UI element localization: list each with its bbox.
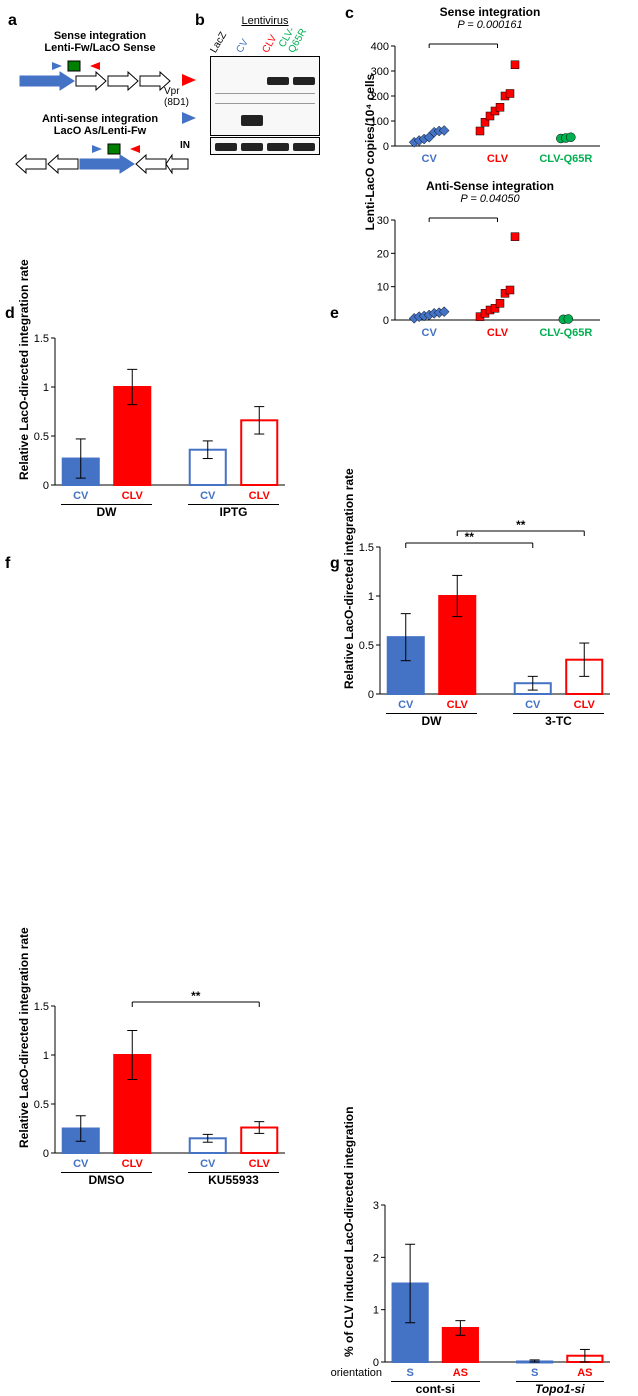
yaxis-label: Relative LacO-directed integration rate (342, 468, 356, 689)
bar-svg: 0 0.5 1 1.5 ** (5, 978, 295, 1158)
group-label: DW (380, 714, 483, 728)
bar-label: CLV (107, 1158, 159, 1170)
panel-e-label: e (330, 305, 339, 323)
group-label: 3-TC (507, 714, 610, 728)
svg-text:0: 0 (383, 315, 389, 327)
svg-text:0.5: 0.5 (34, 431, 49, 443)
svg-text:30: 30 (377, 215, 389, 227)
group-label: DW (55, 505, 158, 519)
antisense-diagram-svg (10, 137, 190, 177)
bar-svg: 0 1 2 3 (330, 1187, 620, 1367)
svg-text:1: 1 (43, 382, 49, 394)
bar-label: CV (507, 699, 559, 711)
svg-text:CLV-Q65R: CLV-Q65R (539, 153, 592, 165)
in-label: IN (180, 140, 190, 151)
group-label: cont-si (385, 1382, 486, 1396)
sense-diagram-svg (10, 54, 190, 94)
svg-text:CV: CV (422, 327, 438, 339)
group-label: DMSO (55, 1173, 158, 1187)
pvalue: P = 0.000161 (350, 19, 630, 31)
orient-tick: AS (435, 1367, 485, 1379)
panel-a-diagram: Sense integration Lenti-Fw/LacO Sense An… (10, 30, 190, 182)
scatter-title: Anti-Sense integration (350, 179, 630, 193)
orient-tick: S (510, 1367, 560, 1379)
svg-text:1.5: 1.5 (34, 1001, 49, 1013)
scatter-title: Sense integration (350, 5, 630, 19)
bar-label: CV (380, 699, 432, 711)
bar-label: CV (182, 1158, 234, 1170)
svg-text:2: 2 (373, 1252, 379, 1264)
vpr-label: Vpr(8D1) (164, 86, 189, 108)
svg-text:0: 0 (373, 1357, 379, 1367)
svg-text:1: 1 (373, 1305, 379, 1317)
yaxis-label: % of CLV induced LacO-directed integrati… (342, 1107, 356, 1357)
svg-text:CLV: CLV (487, 153, 509, 165)
scatter-yaxis: Lenti-LacO copies/10⁴ cells (363, 62, 377, 242)
bar-label: CLV (432, 699, 484, 711)
orient-tick: S (385, 1367, 435, 1379)
pvalue: P = 0.04050 (350, 193, 630, 205)
panel-f-label: f (5, 555, 10, 573)
bar-label: CLV (234, 1158, 286, 1170)
scatter-svg: 0100200300400CVCLVCLV-Q65R (350, 31, 610, 179)
sense-title2: Lenti-Fw/LacO Sense (10, 42, 190, 54)
bar-label: CLV (559, 699, 611, 711)
svg-text:1.5: 1.5 (359, 542, 374, 554)
svg-text:**: ** (465, 530, 475, 544)
orient-tick: AS (560, 1367, 610, 1379)
bar-label: CV (182, 490, 234, 502)
bar-label: CV (55, 1158, 107, 1170)
bar-label: CV (55, 490, 107, 502)
orientation-label: orientation (330, 1367, 385, 1379)
group-label: Topo1-si (510, 1382, 611, 1396)
svg-text:400: 400 (371, 41, 389, 53)
svg-text:**: ** (516, 519, 526, 532)
svg-text:1: 1 (368, 591, 374, 603)
yaxis-label: Relative LacO-directed integration rate (17, 927, 31, 1148)
group-label: KU55933 (182, 1173, 285, 1187)
lane2: CV (234, 37, 250, 55)
scatter-svg: 0 10 20 30 CV CLV CLV-Q65R (350, 205, 610, 353)
sense-title1: Sense integration (10, 30, 190, 42)
bar-label: CLV (234, 490, 286, 502)
svg-text:CLV: CLV (487, 327, 509, 339)
svg-text:0: 0 (43, 1148, 49, 1158)
vpr-blot (210, 56, 320, 136)
svg-text:1.5: 1.5 (34, 333, 49, 345)
svg-text:0: 0 (368, 689, 374, 699)
svg-text:10: 10 (377, 282, 389, 294)
svg-text:0.5: 0.5 (34, 1099, 49, 1111)
svg-text:3: 3 (373, 1200, 379, 1212)
panel-f-chart: Relative LacO-directed integration rate … (5, 978, 315, 1187)
svg-text:20: 20 (377, 248, 389, 260)
yaxis-label: Relative LacO-directed integration rate (17, 259, 31, 480)
panel-a-label: a (8, 12, 17, 30)
panel-e-chart: Relative LacO-directed integration rate … (330, 519, 630, 728)
svg-text:CV: CV (422, 153, 438, 165)
bar-svg: 0 0.5 1 1.5 (5, 310, 295, 490)
as-title1: Anti-sense integration (10, 113, 190, 125)
bar-label: CLV (107, 490, 159, 502)
svg-text:0.5: 0.5 (359, 640, 374, 652)
svg-text:**: ** (191, 989, 201, 1003)
panel-g-chart: % of CLV induced LacO-directed integrati… (330, 1187, 630, 1396)
svg-text:1: 1 (43, 1050, 49, 1062)
panel-b-blot: Lentivirus LacZ CV CLV CLV-Q65R Vpr(8D1)… (200, 15, 330, 156)
bar-svg: 0 0.5 1 1.5 ** ** (330, 519, 620, 699)
panel-d-chart: Relative LacO-directed integration rate … (5, 310, 315, 519)
svg-text:0: 0 (43, 480, 49, 490)
svg-text:CLV-Q65R: CLV-Q65R (539, 327, 592, 339)
as-title2: LacO As/Lenti-Fw (10, 125, 190, 137)
panel-c-scatter: Sense integrationP = 0.00016101002003004… (350, 5, 630, 353)
svg-text:0: 0 (383, 141, 389, 153)
group-label: IPTG (182, 505, 285, 519)
in-blot (210, 137, 320, 155)
lane1: LacZ (208, 30, 229, 55)
